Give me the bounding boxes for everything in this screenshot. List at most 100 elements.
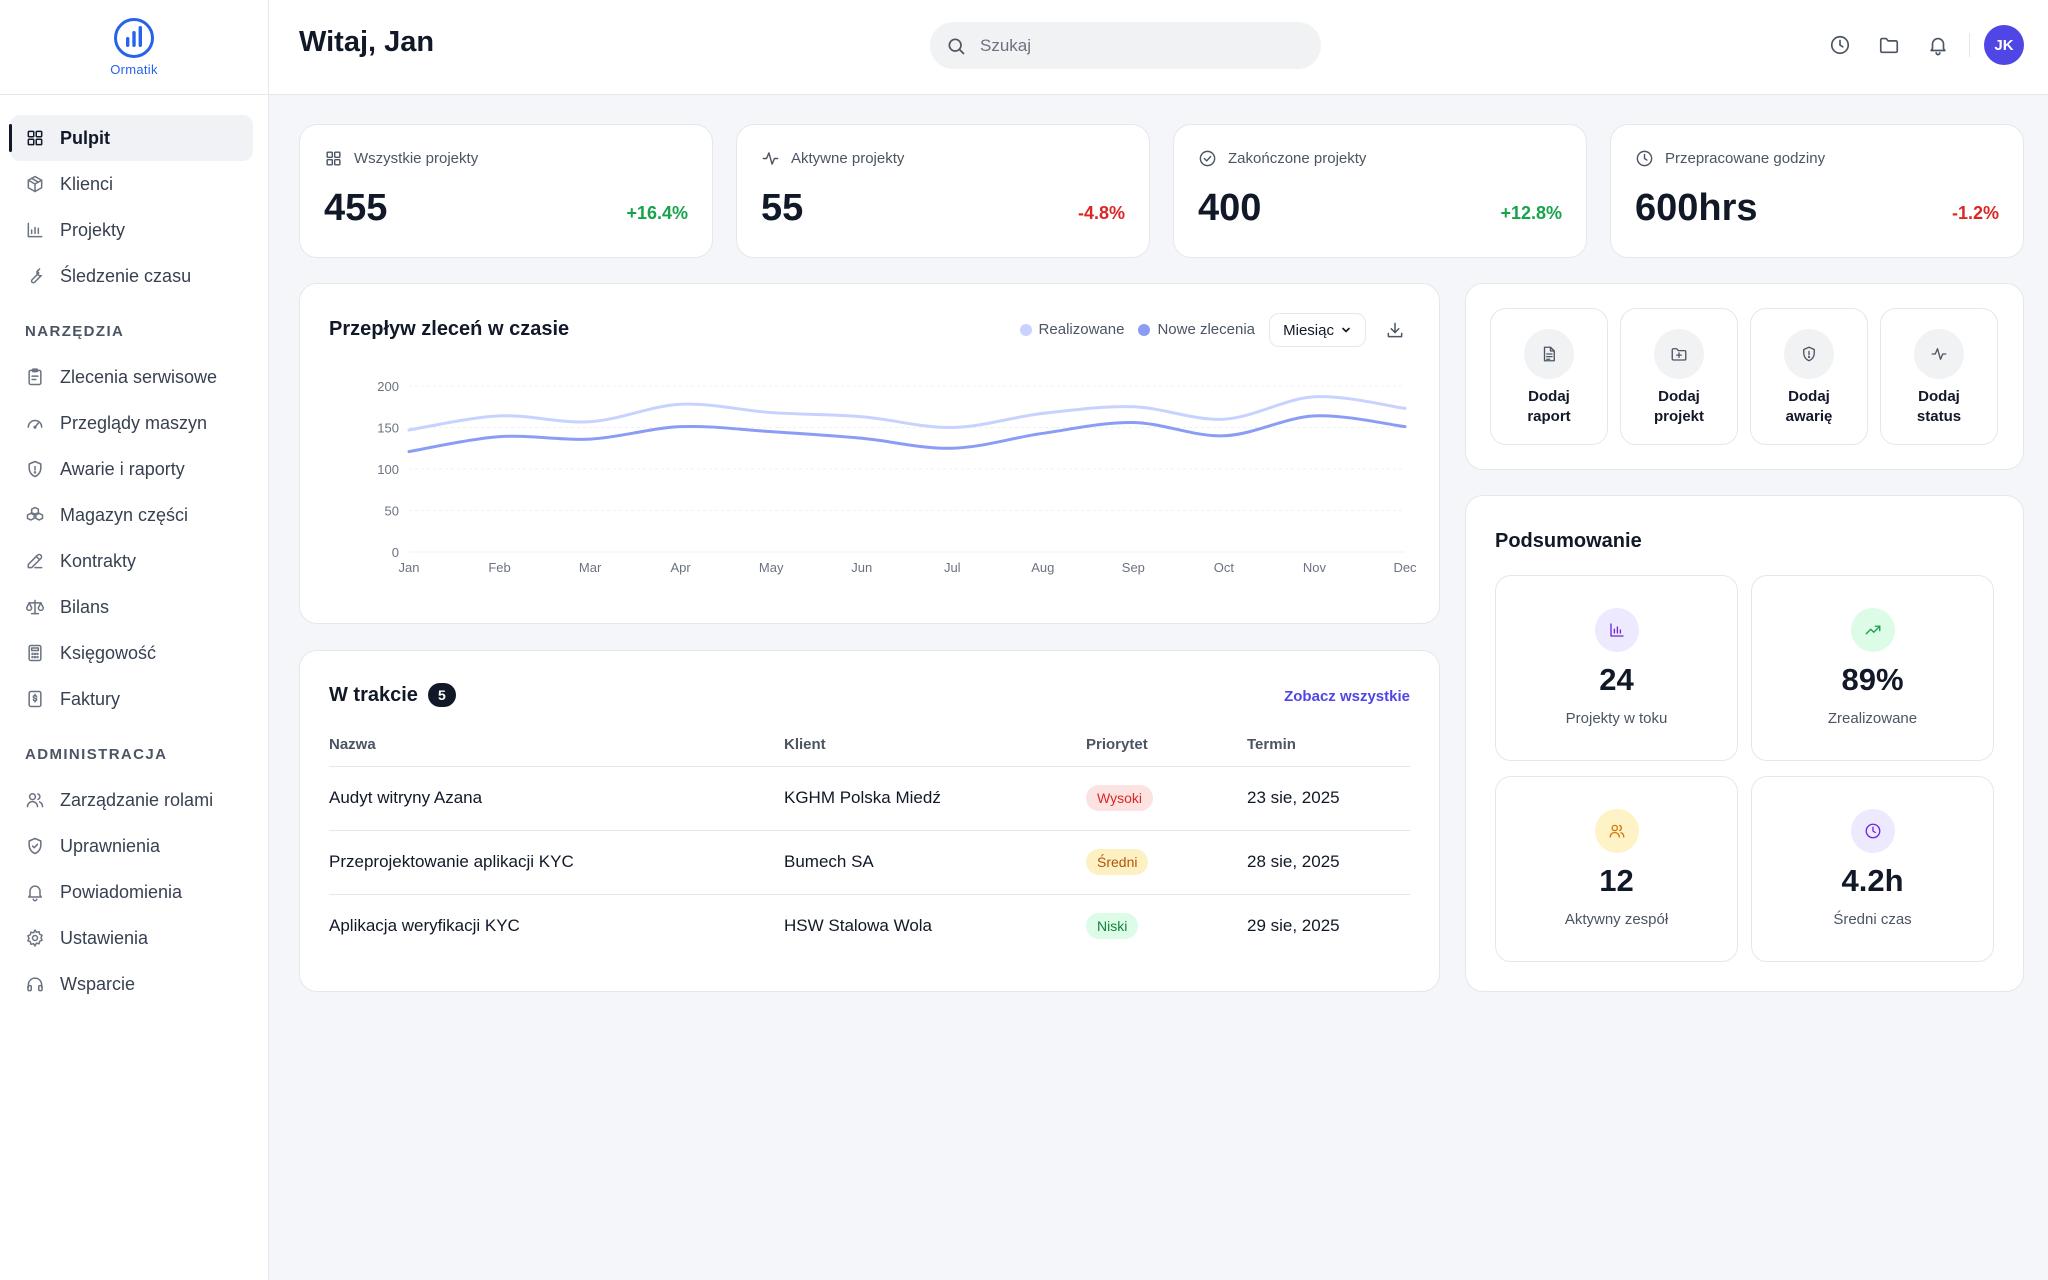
- period-dropdown[interactable]: Miesiąc: [1269, 313, 1366, 347]
- x-tick-label: Nov: [1303, 560, 1327, 575]
- summary-value: 89%: [1841, 662, 1904, 697]
- sidebar-item-klienci[interactable]: Klienci: [10, 161, 253, 207]
- summary-tile-projekty-w-toku: 24 Projekty w toku: [1495, 575, 1738, 761]
- file-icon: [1543, 346, 1555, 362]
- shield-alert-icon: [1803, 346, 1815, 362]
- sidebar-item-label: Klienci: [60, 173, 114, 194]
- legend-label-new-orders: Nowe zlecenia: [1157, 321, 1255, 338]
- summary-label: Aktywny zespół: [1564, 911, 1669, 928]
- search-bar[interactable]: [930, 22, 1321, 69]
- quick-action-dodaj-awarie[interactable]: Dodaj awarię: [1750, 308, 1868, 445]
- in-progress-count-badge: 5: [427, 683, 456, 707]
- quick-action-dodaj-raport[interactable]: Dodaj raport: [1490, 308, 1608, 445]
- check-circle-icon: [1199, 150, 1216, 167]
- activity-icon: [762, 152, 779, 165]
- sidebar-item-zarzadzanie-rolami[interactable]: Zarządzanie rolami: [10, 777, 253, 823]
- in-progress-card: W trakcie 5 Zobacz wszystkie Nazwa Klien…: [299, 650, 1440, 992]
- sidebar-item-faktury[interactable]: Faktury: [10, 676, 253, 722]
- sidebar-item-label: Zarządzanie rolami: [60, 789, 214, 810]
- sidebar-item-label: Awarie i raporty: [60, 458, 185, 479]
- stat-card-przepracowane-godziny: Przepracowane godziny 600hrs -1.2%: [1610, 124, 2024, 258]
- table-row[interactable]: Aplikacja weryfikacji KYC HSW Stalowa Wol…: [329, 894, 1410, 958]
- shield-check-icon: [28, 837, 42, 855]
- users-icon: [26, 793, 44, 808]
- quick-action-icon-wrap: [1914, 329, 1964, 379]
- sidebar-item-magazyn-czesci[interactable]: Magazyn części: [10, 492, 253, 538]
- scale-icon: [25, 599, 45, 615]
- sidebar-item-ustawienia[interactable]: Ustawienia: [10, 915, 253, 961]
- x-tick-label: Oct: [1214, 560, 1235, 575]
- column-header-name[interactable]: Nazwa: [329, 723, 784, 767]
- stat-label: Zakończone projekty: [1228, 150, 1367, 167]
- sidebar-item-label: Uprawnienia: [60, 835, 161, 856]
- sidebar-item-uprawnienia[interactable]: Uprawnienia: [10, 823, 253, 869]
- sidebar-item-ksiegowosc[interactable]: Księgowość: [10, 630, 253, 676]
- quick-action-dodaj-projekt[interactable]: Dodaj projekt: [1620, 308, 1738, 445]
- user-avatar[interactable]: JK: [1984, 25, 2024, 65]
- folder-plus-icon: [1671, 348, 1687, 361]
- table-row[interactable]: Audyt witryny Azana KGHM Polska Miedź Wyso…: [329, 766, 1410, 831]
- folder-icon[interactable]: [1878, 34, 1900, 56]
- clock-icon: [1865, 823, 1881, 839]
- sidebar-item-label: Faktury: [60, 688, 121, 709]
- logo[interactable]: Ormatik: [0, 0, 268, 95]
- sidebar-item-label: Śledzenie czasu: [60, 265, 192, 286]
- users-icon: [1609, 824, 1625, 838]
- project-name-cell: Aplikacja weryfikacji KYC: [329, 916, 520, 936]
- project-name-cell: Przeprojektowanie aplikacji KYC: [329, 830, 784, 895]
- stat-value: 455: [324, 187, 388, 229]
- sidebar-item-przeglady-maszyn[interactable]: Przeglądy maszyn: [10, 400, 253, 446]
- quick-action-dodaj-status[interactable]: Dodaj status: [1880, 308, 1998, 445]
- download-icon[interactable]: [1385, 320, 1405, 340]
- activity-icon: [1931, 348, 1947, 360]
- bar-chart-icon: [1610, 623, 1624, 637]
- priority-badge: Średni: [1086, 849, 1149, 875]
- x-tick-label: Mar: [579, 560, 602, 575]
- summary-icon-wrap: [1851, 608, 1895, 652]
- sidebar-item-label: Ustawienia: [60, 927, 149, 948]
- x-tick-label: May: [759, 560, 784, 575]
- sidebar-item-projekty[interactable]: Projekty: [10, 207, 253, 253]
- search-input[interactable]: [980, 35, 1280, 56]
- sidebar-item-kontrakty[interactable]: Kontrakty: [10, 538, 253, 584]
- column-header-priority[interactable]: Priorytet: [1086, 723, 1247, 767]
- bell-icon[interactable]: [1927, 34, 1949, 56]
- sidebar-nav: Pulpit Klienci Projekty Śledzenie czasu NAR…: [0, 95, 268, 1007]
- stat-card-zakonczone-projekty: Zakończone projekty 400 +12.8%: [1173, 124, 1587, 258]
- priority-badge: Wysoki: [1086, 785, 1153, 811]
- summary-icon-wrap: [1595, 608, 1639, 652]
- trending-up-icon: [1865, 625, 1881, 635]
- column-header-client[interactable]: Klient: [784, 723, 1086, 767]
- sidebar-item-label: Projekty: [60, 219, 126, 240]
- summary-card: Podsumowanie 24 Projekty w toku 89% Zrealiz…: [1465, 495, 2024, 992]
- sidebar-item-powiadomienia[interactable]: Powiadomienia: [10, 869, 253, 915]
- stat-header: Aktywne projekty: [761, 149, 904, 168]
- sidebar-item-sledzenie-czasu[interactable]: Śledzenie czasu: [10, 253, 253, 299]
- shield-icon: [28, 460, 42, 478]
- chevron-down-icon: [1342, 327, 1350, 333]
- header-divider: [1969, 33, 1970, 57]
- priority-cell: Średni: [1086, 830, 1247, 895]
- sidebar-item-awarie-i-raporty[interactable]: Awarie i raporty: [10, 446, 253, 492]
- x-tick-label: Dec: [1393, 560, 1417, 575]
- table-row[interactable]: Przeprojektowanie aplikacji KYC Bumech SA…: [329, 830, 1410, 895]
- sidebar-item-label: Magazyn części: [60, 504, 189, 525]
- stat-change: +12.8%: [1500, 203, 1562, 223]
- column-header-due[interactable]: Termin: [1247, 723, 1410, 767]
- invoice-icon: [28, 690, 42, 708]
- quick-action-label-line2: status: [1916, 408, 1962, 425]
- history-clock-icon[interactable]: [1829, 34, 1851, 56]
- sidebar-item-wsparcie[interactable]: Wsparcie: [10, 961, 253, 1007]
- quick-action-icon-wrap: [1784, 329, 1834, 379]
- headphones-icon: [27, 977, 43, 992]
- client-cell: HSW Stalowa Wola: [784, 916, 933, 936]
- see-all-link[interactable]: Zobacz wszystkie: [1284, 688, 1410, 705]
- sidebar-item-zlecenia-serwisowe[interactable]: Zlecenia serwisowe: [10, 354, 253, 400]
- sidebar-item-bilans[interactable]: Bilans: [10, 584, 253, 630]
- priority-badge: Niski: [1086, 913, 1139, 940]
- due-date-cell: 29 sie, 2025: [1247, 916, 1340, 936]
- quick-action-icon-wrap: [1654, 329, 1704, 379]
- edit-icon: [27, 553, 43, 569]
- sidebar-item-pulpit[interactable]: Pulpit: [9, 115, 253, 161]
- client-cell: KGHM Polska Miedź: [784, 766, 1086, 831]
